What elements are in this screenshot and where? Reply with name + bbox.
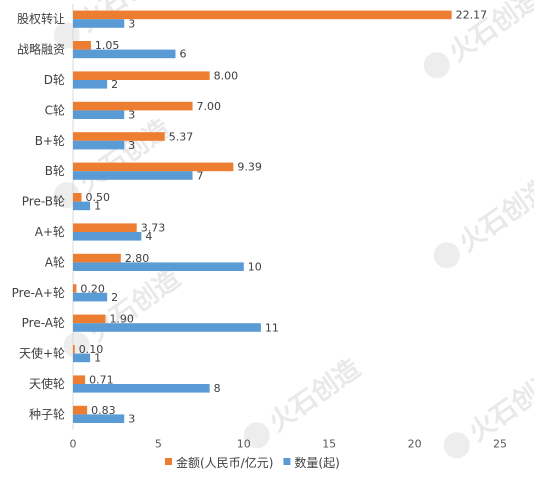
bar-amount bbox=[73, 193, 82, 202]
category-label: B+轮 bbox=[35, 134, 65, 148]
data-label-count: 3 bbox=[128, 17, 135, 30]
watermark-text: 火石创造 bbox=[454, 174, 534, 258]
watermark-text: 火石创造 bbox=[84, 264, 186, 348]
bar-amount bbox=[73, 10, 452, 20]
data-label-count: 1 bbox=[94, 352, 101, 365]
category-label: B轮 bbox=[45, 164, 65, 178]
data-label-amount: 1.05 bbox=[95, 39, 120, 52]
data-label-amount: 8.00 bbox=[214, 70, 239, 83]
data-label-amount: 7.00 bbox=[197, 100, 222, 113]
bar-amount bbox=[73, 284, 77, 293]
legend-label-count: 数量(起) bbox=[294, 455, 339, 470]
category-label: 股权转让 bbox=[17, 11, 65, 26]
data-label-count: 3 bbox=[128, 413, 135, 426]
legend: 金额(人民币/亿元) 数量(起) bbox=[165, 455, 340, 470]
category-label: Pre-B轮 bbox=[22, 195, 65, 209]
data-label-amount: 9.39 bbox=[237, 161, 262, 174]
data-label-amount: 1.90 bbox=[109, 313, 133, 326]
x-tick-label: 5 bbox=[155, 438, 162, 451]
x-tick-label: 10 bbox=[237, 438, 251, 451]
bar-count bbox=[73, 201, 91, 211]
bar-count bbox=[73, 110, 125, 119]
bar-count bbox=[73, 19, 125, 28]
bar-amount bbox=[73, 132, 165, 141]
bar-amount bbox=[73, 345, 75, 354]
legend-swatch-count bbox=[283, 458, 291, 465]
data-label-count: 3 bbox=[128, 139, 135, 152]
bar-amount bbox=[73, 101, 193, 111]
category-label: 天使轮 bbox=[29, 376, 65, 391]
bar-amount bbox=[73, 405, 88, 415]
bar-amount bbox=[73, 162, 234, 172]
label-layer: 22.17 1.05 8.00 7.00 5.37 9.39 0.50 3.73 2.80 0.2… bbox=[79, 9, 487, 426]
bar-count bbox=[73, 262, 244, 271]
data-label-count: 2 bbox=[111, 291, 118, 304]
x-tick-label: 0 bbox=[70, 438, 77, 451]
category-label: C轮 bbox=[45, 103, 65, 117]
data-label-count: 2 bbox=[111, 78, 118, 91]
data-label-count: 11 bbox=[265, 321, 279, 334]
bar-amount bbox=[73, 253, 121, 263]
category-label: A+轮 bbox=[35, 225, 65, 239]
bar-amount bbox=[73, 314, 106, 324]
bar-count bbox=[73, 292, 108, 302]
bar-count bbox=[73, 353, 91, 363]
data-label-amount: 0.20 bbox=[80, 282, 105, 295]
bar-count bbox=[73, 232, 142, 241]
category-label: Pre-A+轮 bbox=[12, 286, 65, 300]
bar-amount bbox=[73, 41, 91, 50]
data-label-count: 7 bbox=[197, 169, 204, 182]
bar-layer bbox=[73, 10, 452, 423]
data-label-count: 10 bbox=[248, 261, 262, 274]
x-tick-label: 20 bbox=[408, 438, 422, 451]
data-label-amount: 3.73 bbox=[141, 222, 166, 235]
bar-count bbox=[73, 323, 261, 332]
bar-count bbox=[73, 80, 108, 89]
data-label-count: 6 bbox=[179, 48, 186, 61]
category-label: 天使+轮 bbox=[19, 346, 65, 361]
bar-amount bbox=[73, 223, 137, 232]
category-label: A轮 bbox=[45, 255, 65, 269]
x-tick-label: 15 bbox=[322, 438, 336, 451]
data-label-count: 4 bbox=[145, 230, 152, 243]
data-label-amount: 22.17 bbox=[456, 9, 488, 22]
data-label-amount: 2.80 bbox=[125, 252, 150, 265]
data-label-amount: 0.71 bbox=[89, 374, 114, 387]
data-label-count: 3 bbox=[128, 109, 135, 122]
data-label-amount: 0.10 bbox=[79, 343, 104, 356]
watermark-text: 火石创造 bbox=[74, 114, 176, 198]
bar-count bbox=[73, 49, 176, 59]
data-label-amount: 5.37 bbox=[169, 130, 194, 143]
legend-label-amount: 金额(人民币/亿元) bbox=[176, 455, 273, 470]
category-label: 种子轮 bbox=[29, 407, 65, 421]
bar-amount bbox=[73, 375, 86, 384]
legend-swatch-amount bbox=[165, 458, 172, 465]
data-label-amount: 0.83 bbox=[91, 404, 116, 417]
bar-count bbox=[73, 140, 125, 150]
bar-count bbox=[73, 171, 193, 180]
x-tick-label: 25 bbox=[493, 438, 507, 451]
category-label: D轮 bbox=[44, 73, 65, 87]
watermark-text: 火石创造 bbox=[464, 364, 534, 448]
bar-count bbox=[73, 414, 125, 423]
data-label-count: 1 bbox=[94, 200, 101, 213]
watermark-logo: 火石创造 bbox=[433, 174, 534, 269]
bar-count bbox=[73, 384, 210, 393]
watermark-logo: 火石创造 bbox=[443, 364, 534, 459]
watermark-logo: 火石创造 bbox=[243, 354, 366, 449]
bar-amount bbox=[73, 71, 210, 80]
category-label: 战略融资 bbox=[17, 42, 65, 57]
data-label-count: 8 bbox=[214, 382, 221, 395]
data-label-amount: 0.50 bbox=[86, 191, 111, 204]
category-label: Pre-A轮 bbox=[22, 316, 65, 330]
watermark-text: 火石创造 bbox=[264, 354, 366, 438]
